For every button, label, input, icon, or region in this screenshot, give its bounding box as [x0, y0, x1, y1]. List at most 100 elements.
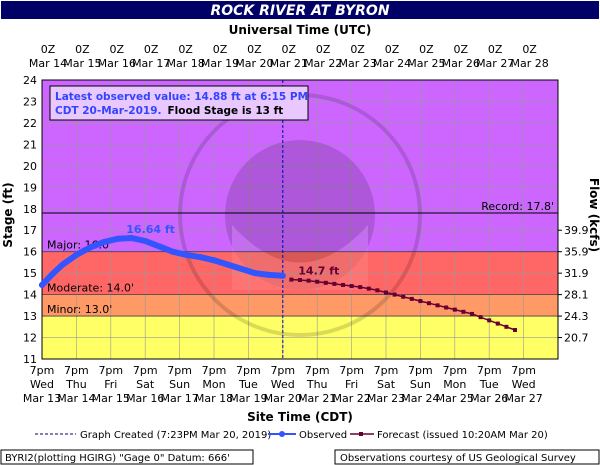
- x-tick-day: Mon: [443, 378, 466, 391]
- flow-tick-label: 35.9: [564, 246, 589, 259]
- observed-point: [197, 254, 204, 261]
- footer-left: BYRI2(plotting HGIRG) "Gage 0" Datum: 66…: [5, 453, 230, 464]
- x-tick-time: 7pm: [270, 364, 295, 377]
- y-tick-label: 23: [23, 95, 37, 108]
- top-tick-time: 0Z: [213, 43, 228, 56]
- x-tick-date: Mar 17: [160, 392, 198, 405]
- footer-left-box: [0, 449, 254, 465]
- forecast-point: [461, 309, 466, 314]
- info-box-line2-black: Flood Stage is 13 ft: [168, 105, 284, 117]
- top-tick-time: 0Z: [350, 43, 365, 56]
- forecast-point: [289, 277, 294, 282]
- x-tick-time: 7pm: [305, 364, 330, 377]
- info-box-line1: Latest observed value: 14.88 ft at 6:15 …: [55, 91, 308, 103]
- top-tick-date: Mar 23: [338, 57, 376, 70]
- top-tick-date: Mar 19: [201, 57, 239, 70]
- x-tick-date: Mar 23: [367, 392, 405, 405]
- x-tick-time: 7pm: [374, 364, 399, 377]
- x-tick-date: Mar 18: [195, 392, 233, 405]
- forecast-point: [349, 284, 354, 289]
- forecast-point: [504, 324, 509, 329]
- flow-tick-label: 20.7: [564, 332, 589, 345]
- legend-observed: Observed: [299, 430, 347, 441]
- x-tick-date: Mar 21: [298, 392, 336, 405]
- observed-point: [183, 251, 190, 258]
- left-axis-title: Stage (ft): [1, 182, 15, 247]
- y-tick-label: 13: [23, 310, 37, 323]
- x-tick-day: Wed: [512, 378, 536, 391]
- y-tick-label: 19: [23, 181, 37, 194]
- top-tick-time: 0Z: [41, 43, 56, 56]
- y-tick-label: 15: [23, 267, 37, 280]
- observed-point: [59, 261, 66, 268]
- x-tick-time: 7pm: [167, 364, 192, 377]
- x-tick-date: Mar 24: [401, 392, 439, 405]
- flow-tick-label: 24.3: [564, 310, 589, 323]
- forecast-point: [513, 328, 517, 333]
- x-tick-day: Sun: [410, 378, 431, 391]
- top-tick-date: Mar 28: [510, 57, 548, 70]
- right-axis-title: Flow (kcfs): [587, 178, 600, 252]
- x-tick-time: 7pm: [477, 364, 502, 377]
- observed-point: [279, 272, 286, 279]
- y-tick-label: 11: [23, 353, 37, 366]
- forecast-point: [452, 307, 457, 312]
- legend-forecast-marker: [359, 432, 363, 436]
- observed-point: [39, 281, 45, 288]
- level-label-moderate: Moderate: 14.0': [47, 282, 134, 295]
- observed-point: [49, 271, 56, 278]
- forecast-point: [495, 321, 500, 326]
- x-tick-time: 7pm: [339, 364, 364, 377]
- top-tick-time: 0Z: [247, 43, 262, 56]
- observed-point: [238, 265, 245, 272]
- observed-point: [266, 271, 273, 278]
- observed-point: [128, 234, 135, 241]
- top-tick-time: 0Z: [454, 43, 469, 56]
- annotation-label: 14.7 ft: [298, 265, 339, 278]
- x-tick-time: 7pm: [202, 364, 227, 377]
- forecast-point: [384, 290, 388, 295]
- observed-point: [114, 235, 121, 242]
- forecast-point: [401, 294, 406, 299]
- top-tick-date: Mar 15: [63, 57, 101, 70]
- x-tick-time: 7pm: [133, 364, 158, 377]
- y-tick-label: 22: [23, 117, 37, 130]
- forecast-point: [366, 286, 371, 291]
- forecast-point: [478, 315, 483, 320]
- x-tick-date: Mar 15: [92, 392, 130, 405]
- x-tick-date: Mar 16: [126, 392, 164, 405]
- top-tick-date: Mar 21: [270, 57, 308, 70]
- observed-point: [142, 237, 149, 244]
- y-tick-label: 20: [23, 160, 37, 173]
- x-tick-time: 7pm: [30, 364, 55, 377]
- top-tick-time: 0Z: [110, 43, 125, 56]
- forecast-point: [418, 299, 423, 304]
- top-tick-time: 0Z: [178, 43, 193, 56]
- forecast-point: [332, 281, 337, 286]
- plot-frame: [41, 79, 559, 360]
- x-tick-date: Mar 22: [332, 392, 370, 405]
- top-tick-time: 0Z: [488, 43, 503, 56]
- bottom-axis-title: Site Time (CDT): [247, 410, 353, 424]
- y-tick-label: 14: [23, 289, 37, 302]
- forecast-point: [306, 278, 311, 283]
- x-tick-day: Fri: [345, 378, 358, 391]
- x-tick-date: Mar 19: [229, 392, 267, 405]
- top-tick-date: Mar 22: [304, 57, 342, 70]
- flood-level-lines: Record: 17.8' Major: 16.0' Moderate: 14.0'…: [42, 80, 558, 359]
- forecast-point: [392, 292, 397, 297]
- legend-forecast: Forecast (issued 10:20AM Mar 20): [377, 430, 548, 441]
- x-tick-day: Wed: [30, 378, 54, 391]
- x-tick-date: Mar 26: [470, 392, 508, 405]
- flow-tick-label: 28.1: [564, 289, 589, 302]
- info-box-line2: CDT 20-Mar-2019. Flood Stage is 13 ft: [55, 105, 283, 117]
- observed-point: [155, 243, 162, 250]
- x-tick-day: Tue: [238, 378, 258, 391]
- footer-right: Observations courtesy of US Geological S…: [340, 453, 576, 464]
- observed-point: [252, 270, 259, 277]
- y-tick-label: 12: [23, 332, 37, 345]
- y-tick-label: 17: [23, 224, 37, 237]
- observed-point: [169, 248, 176, 255]
